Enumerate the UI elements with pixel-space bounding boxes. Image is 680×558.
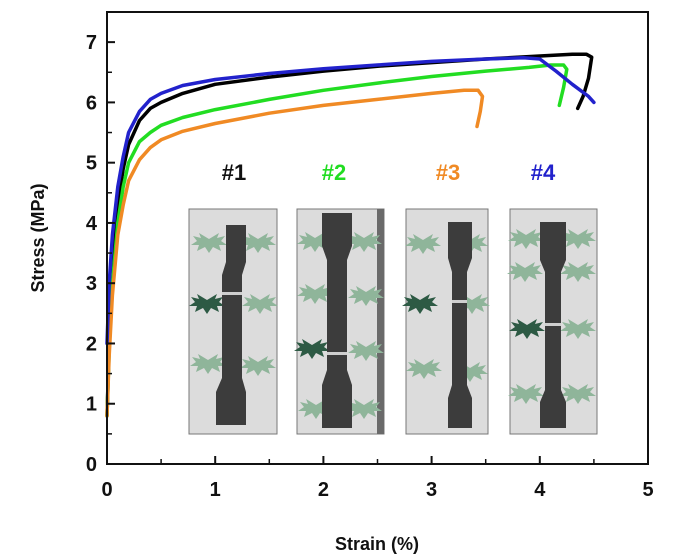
specimen-photos-inset	[188, 208, 598, 435]
series-line-1	[105, 52, 594, 418]
x-tick-label: 5	[642, 479, 653, 501]
inset-label-3: #3	[436, 160, 460, 185]
y-tick-label: 6	[86, 92, 97, 114]
series-line-2	[105, 63, 569, 418]
inset-labels: #1 #2 #3 #4	[222, 160, 556, 185]
specimen-photo-1	[188, 208, 278, 435]
y-tick-label: 7	[86, 32, 97, 54]
x-tick-label: 4	[534, 479, 546, 501]
x-tick-label: 1	[210, 479, 221, 501]
y-tick-label: 1	[86, 394, 97, 416]
x-tick-label: 0	[101, 479, 112, 501]
y-tick-label: 3	[86, 273, 97, 295]
series-line-3	[105, 88, 485, 418]
y-tick-label: 0	[86, 454, 97, 476]
series-layer	[105, 52, 596, 418]
inset-label-1: #1	[222, 160, 246, 185]
x-tick-label: 2	[318, 479, 329, 501]
specimen-photo-3	[402, 208, 490, 435]
y-tick-label: 4	[86, 213, 98, 235]
specimen-photo-2	[294, 208, 385, 435]
ticks-layer: 0 1 2 3 4 5 0 1 2 3 4 5 6 7	[86, 11, 654, 501]
x-tick-label: 3	[426, 479, 437, 501]
inset-label-4: #4	[531, 160, 556, 185]
inset-label-2: #2	[322, 160, 346, 185]
y-axis-title: Stress (MPa)	[28, 183, 48, 292]
y-tick-label: 2	[86, 333, 97, 355]
y-tick-label: 5	[86, 153, 97, 175]
specimen-photo-4	[507, 208, 598, 435]
series-line-4	[105, 56, 596, 346]
x-axis-title: Strain (%)	[335, 534, 419, 554]
